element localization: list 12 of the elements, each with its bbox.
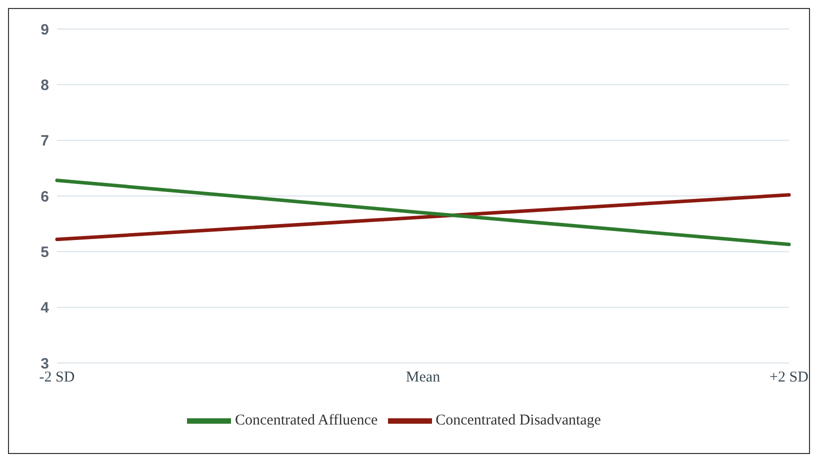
x-tick-label: Mean — [406, 370, 441, 386]
y-tick-label: 3 — [40, 355, 49, 372]
y-tick-label: 8 — [40, 76, 49, 94]
x-tick-label: +2 SD — [770, 370, 809, 386]
y-tick-label: 4 — [40, 300, 50, 317]
y-tick-label: 6 — [40, 188, 49, 206]
y-tick-label: 7 — [40, 132, 49, 150]
y-tick-label: 5 — [40, 244, 49, 261]
x-tick-label: -2 SD — [39, 370, 75, 386]
legend-label: Concentrated Affluence — [235, 412, 378, 428]
legend-label: Concentrated Disadvantage — [436, 412, 601, 428]
y-tick-label: 9 — [40, 21, 49, 38]
